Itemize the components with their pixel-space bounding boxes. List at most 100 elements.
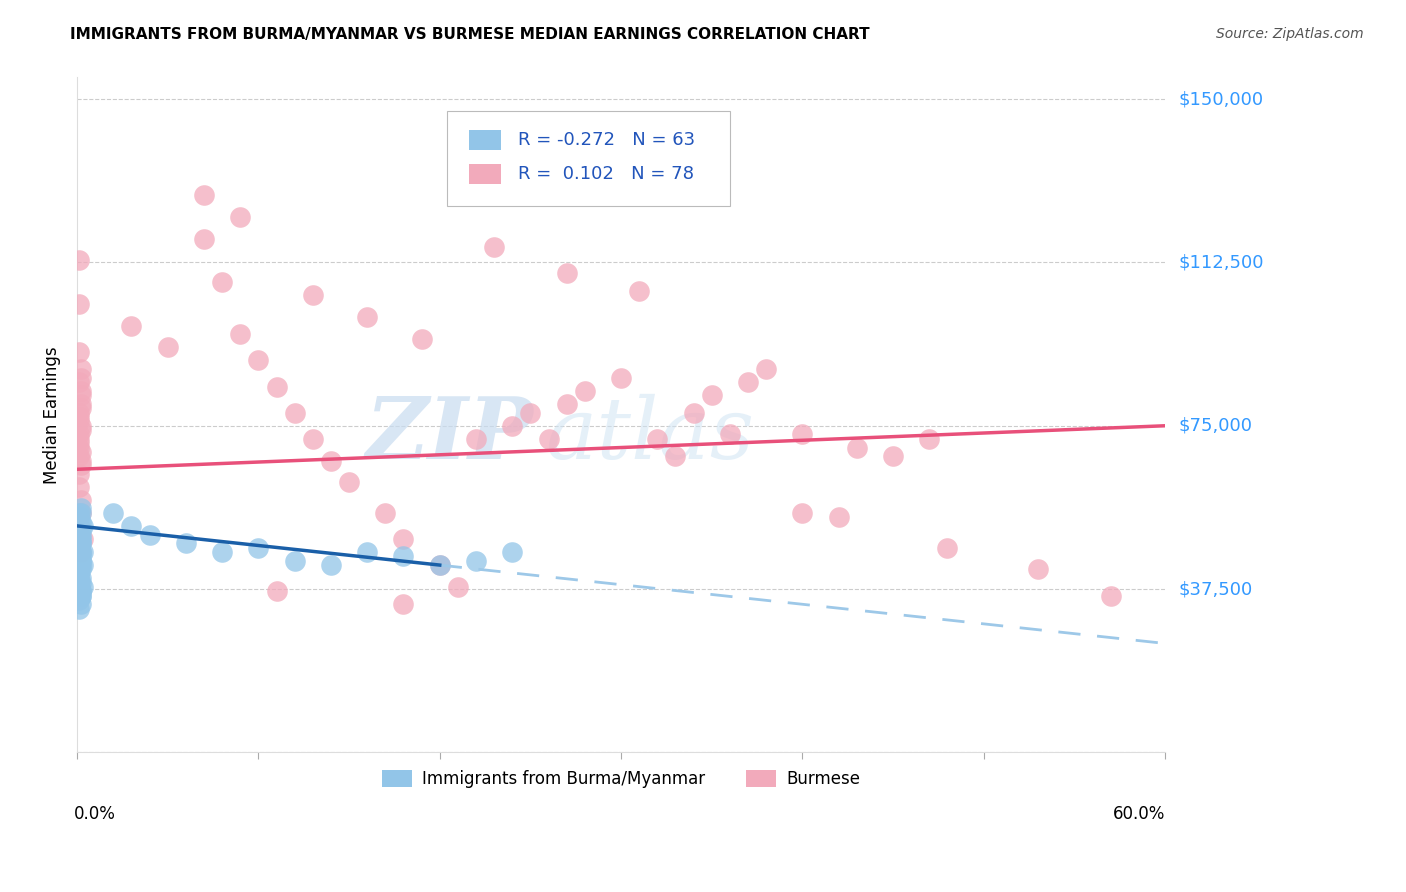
- Point: [374, 506, 396, 520]
- Point: [429, 558, 451, 573]
- Point: [411, 332, 433, 346]
- Point: [67, 510, 90, 524]
- Point: [72, 519, 94, 533]
- Point: [519, 406, 541, 420]
- Point: [69, 458, 91, 472]
- Text: R =  0.102   N = 78: R = 0.102 N = 78: [517, 165, 693, 183]
- Point: [792, 427, 814, 442]
- Point: [69, 562, 91, 576]
- Point: [67, 549, 90, 564]
- Text: 60.0%: 60.0%: [1112, 805, 1166, 822]
- Point: [69, 545, 91, 559]
- Point: [69, 536, 91, 550]
- Point: [67, 541, 90, 555]
- Point: [67, 506, 90, 520]
- Point: [465, 554, 488, 568]
- Point: [67, 601, 90, 615]
- Point: [211, 545, 233, 559]
- Point: [69, 554, 91, 568]
- FancyBboxPatch shape: [468, 164, 502, 184]
- Point: [301, 288, 323, 302]
- Point: [69, 584, 91, 599]
- Point: [555, 397, 578, 411]
- Text: $150,000: $150,000: [1180, 90, 1264, 108]
- Text: IMMIGRANTS FROM BURMA/MYANMAR VS BURMESE MEDIAN EARNINGS CORRELATION CHART: IMMIGRANTS FROM BURMA/MYANMAR VS BURMESE…: [70, 27, 870, 42]
- Point: [69, 362, 91, 376]
- Point: [337, 475, 360, 490]
- Point: [69, 571, 91, 585]
- Point: [718, 427, 741, 442]
- Point: [69, 515, 91, 529]
- Point: [69, 589, 91, 603]
- Point: [193, 188, 215, 202]
- Point: [845, 441, 868, 455]
- Point: [69, 506, 91, 520]
- Point: [827, 510, 849, 524]
- Point: [69, 453, 91, 467]
- Point: [69, 597, 91, 611]
- Point: [67, 571, 90, 585]
- Point: [69, 589, 91, 603]
- Point: [247, 541, 270, 555]
- Point: [69, 549, 91, 564]
- Point: [69, 492, 91, 507]
- Point: [121, 318, 143, 333]
- Point: [67, 436, 90, 450]
- Point: [392, 549, 415, 564]
- Point: [67, 580, 90, 594]
- Point: [1026, 562, 1049, 576]
- Point: [69, 388, 91, 402]
- Point: [392, 597, 415, 611]
- Point: [465, 432, 488, 446]
- Text: 0.0%: 0.0%: [73, 805, 115, 822]
- Point: [319, 453, 342, 467]
- Text: R = -0.272   N = 63: R = -0.272 N = 63: [517, 131, 695, 149]
- Point: [69, 397, 91, 411]
- Point: [700, 388, 723, 402]
- Point: [356, 310, 378, 324]
- Point: [69, 423, 91, 437]
- Point: [67, 410, 90, 425]
- Point: [67, 510, 90, 524]
- Point: [882, 449, 904, 463]
- Point: [429, 558, 451, 573]
- Point: [67, 541, 90, 555]
- Point: [72, 545, 94, 559]
- Text: Source: ZipAtlas.com: Source: ZipAtlas.com: [1216, 27, 1364, 41]
- Point: [266, 584, 288, 599]
- Point: [69, 536, 91, 550]
- Point: [67, 575, 90, 590]
- Point: [610, 371, 633, 385]
- Point: [72, 532, 94, 546]
- Point: [67, 558, 90, 573]
- Text: $75,000: $75,000: [1180, 417, 1253, 434]
- Point: [67, 441, 90, 455]
- Point: [69, 575, 91, 590]
- Point: [121, 519, 143, 533]
- Point: [69, 418, 91, 433]
- Point: [67, 467, 90, 481]
- Point: [67, 480, 90, 494]
- Point: [67, 527, 90, 541]
- Legend: Immigrants from Burma/Myanmar, Burmese: Immigrants from Burma/Myanmar, Burmese: [375, 763, 868, 795]
- Point: [67, 515, 90, 529]
- Point: [67, 527, 90, 541]
- Point: [501, 545, 523, 559]
- Point: [301, 432, 323, 446]
- Point: [936, 541, 959, 555]
- Point: [69, 584, 91, 599]
- Point: [67, 554, 90, 568]
- Point: [67, 593, 90, 607]
- Point: [664, 449, 686, 463]
- Text: atlas: atlas: [546, 393, 754, 476]
- Point: [67, 432, 90, 446]
- Point: [755, 362, 778, 376]
- Point: [1099, 589, 1122, 603]
- Point: [156, 340, 179, 354]
- Point: [229, 210, 252, 224]
- Point: [482, 240, 505, 254]
- Point: [392, 532, 415, 546]
- Text: $37,500: $37,500: [1180, 580, 1253, 598]
- Point: [574, 384, 596, 398]
- Point: [67, 297, 90, 311]
